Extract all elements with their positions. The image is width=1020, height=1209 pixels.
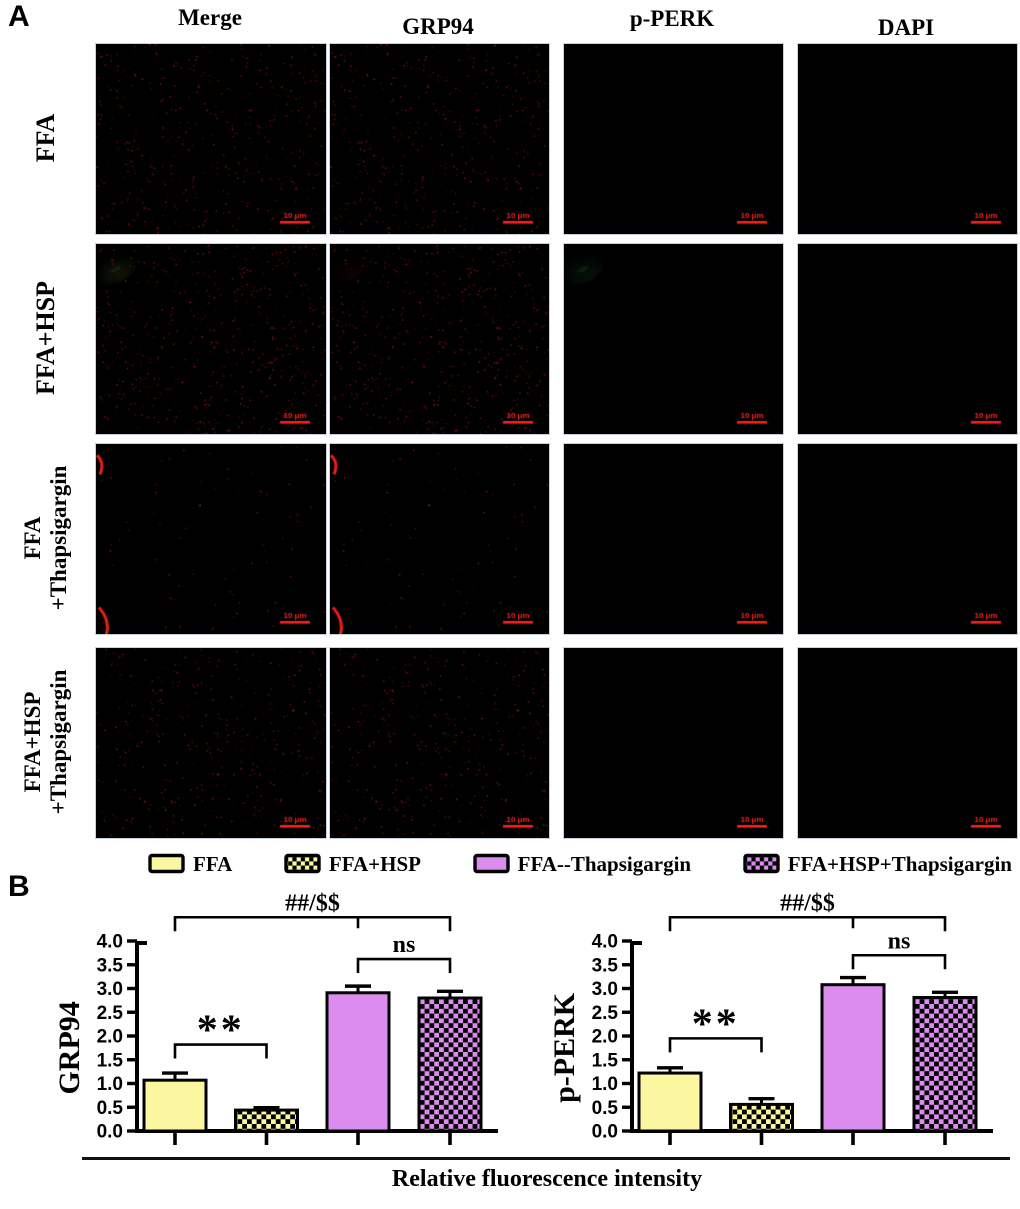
y-tick-label: 1.5	[97, 1050, 124, 1071]
x-axis-title: Relative fluorescence intensity	[391, 1166, 703, 1192]
row-label-ffa-hsp: FFA+HSP	[0, 243, 92, 433]
sig-bracket	[851, 953, 947, 970]
column-header-p-perk: p-PERK	[629, 6, 715, 31]
bar-FFA--Thapsigargin	[325, 991, 391, 1133]
row-label-ffa: FFA	[0, 43, 92, 233]
y-tick-label: 1.0	[592, 1074, 618, 1095]
legend-label: FFA	[193, 851, 233, 876]
legend-item-ffa: FFA	[148, 852, 232, 877]
micrograph-ffa-thaps-merge	[95, 443, 327, 635]
x-axis-rule	[82, 1157, 1010, 1160]
micrograph-ffa-hsp-p-perk	[563, 243, 784, 435]
legend-item-ffa-thapsigargin: FFA--Thapsigargin	[472, 851, 692, 877]
micrograph-ffa-hsp-thaps-grp94	[329, 647, 550, 839]
legend-swatch-ffa-thapsigargin	[472, 853, 510, 874]
y-tick-label: 3.5	[592, 955, 619, 976]
y-axis-title: GRP94	[53, 1001, 86, 1094]
sig-label: ns	[393, 932, 416, 958]
row-label-text: FFA	[31, 113, 60, 163]
y-tick-label: 0.0	[97, 1122, 123, 1143]
y-tick-label: 4.0	[592, 932, 618, 953]
micrograph-ffa-hsp-thaps-merge	[95, 647, 327, 839]
row-label-ffa-hsp-thapsigargin: FFA+HSP +Thapsigargin	[0, 647, 92, 837]
sig-bracket	[173, 1043, 268, 1059]
micrograph-ffa-thaps-grp94	[329, 443, 550, 635]
sig-label: ns	[888, 928, 911, 954]
sig-bracket	[356, 957, 452, 974]
legend-item-ffa-hsp-thapsigargin: FFA+HSP+Thapsigargin	[743, 852, 1012, 877]
bar-FFA--Thapsigargin	[820, 983, 886, 1133]
legend-swatch-rect	[472, 853, 510, 874]
y-tick-label: 3.0	[97, 979, 123, 1000]
legend-label: FFA+HSP	[328, 851, 421, 876]
sig-label: ##/$$	[780, 890, 835, 916]
y-tick-label: 0.5	[97, 1098, 124, 1119]
y-axis-title: p-PERK	[548, 992, 581, 1103]
y-tick-label: 2.0	[592, 1027, 618, 1048]
row-label-text: FFA+HSP	[31, 281, 60, 395]
micrograph-ffa-thaps-dapi	[797, 443, 1018, 635]
bar-FFA+HSP	[729, 1102, 794, 1133]
y-tick-label: 2.5	[592, 1003, 619, 1024]
bar-FFA+HSP	[234, 1108, 299, 1133]
sig-label: **	[692, 1001, 740, 1047]
legend-swatch-rect	[743, 853, 780, 874]
micrograph-ffa-hsp-thaps-dapi	[797, 647, 1018, 839]
row-label-ffa-thapsigargin: FFA +Thapsigargin	[0, 443, 92, 633]
bar-FFA+HSP+Thapsigargin	[912, 996, 978, 1133]
y-tick-label: 4.0	[97, 932, 123, 953]
micrograph-ffa-thaps-p-perk	[563, 443, 784, 635]
legend-label: FFA--Thapsigargin	[517, 851, 692, 876]
legend-label: FFA+HSP+Thapsigargin	[787, 851, 1012, 876]
micrograph-ffa-hsp-merge	[95, 243, 327, 435]
legend-item-ffa-hsp: FFA+HSP	[284, 852, 421, 877]
row-label-text: +Thapsigargin	[46, 465, 71, 611]
y-tick-label: 3.5	[97, 955, 124, 976]
legend-swatch-ffa-hsp-thapsigargin	[743, 853, 780, 874]
micrograph-ffa-p-perk	[563, 43, 784, 235]
row-label-text: FFA+HSP	[20, 691, 45, 793]
sig-bracket	[668, 915, 947, 932]
bar-FFA	[142, 1078, 208, 1133]
legend-swatch-ffa	[148, 853, 185, 874]
grp94-bar-chart: 0.0 0.5 1.0 1.52.0 2.5 3.0 3.54.0 GRP94 ** ns ##/$…	[53, 890, 498, 1145]
y-tick-label: 2.5	[97, 1003, 124, 1024]
micrograph-ffa-hsp-dapi	[797, 243, 1018, 435]
panel-b-label: B	[8, 870, 30, 903]
y-tick-label: 1.0	[97, 1074, 123, 1095]
row-label-text: FFA	[20, 516, 45, 560]
sig-bracket	[668, 1037, 763, 1053]
legend-swatch-rect	[148, 853, 185, 874]
p-perk-bar-chart: 0.0 0.5 1.0 1.52.0 2.5 3.0 3.54.0 p-PERK ** ns ##/…	[548, 890, 993, 1145]
bar-FFA	[637, 1071, 703, 1133]
y-tick-label: 0.5	[592, 1098, 619, 1119]
micrograph-ffa-grp94	[329, 43, 550, 235]
column-header-merge: Merge	[178, 5, 242, 30]
sig-bracket	[173, 915, 452, 932]
legend-swatch-rect	[284, 853, 321, 874]
column-header-grp94: GRP94	[402, 14, 474, 39]
micrograph-ffa-hsp-thaps-p-perk	[563, 647, 784, 839]
micrograph-ffa-hsp-grp94	[329, 243, 550, 435]
row-label-text: +Thapsigargin	[46, 669, 71, 815]
chart-legend: FFA FFA+HSP FFA--Thapsigargin FFA+HSP+Th…	[148, 848, 1012, 880]
y-tick-label: 0.0	[592, 1122, 618, 1143]
bar-FFA+HSP+Thapsigargin	[417, 996, 483, 1133]
micrograph-ffa-dapi	[797, 43, 1018, 235]
micrograph-ffa-merge	[95, 43, 327, 235]
column-header-dapi: DAPI	[877, 15, 935, 40]
y-tick-label: 3.0	[592, 979, 618, 1000]
panel-a-label: A	[8, 0, 30, 33]
legend-swatch-ffa-hsp	[284, 853, 321, 874]
y-tick-label: 1.5	[592, 1050, 619, 1071]
sig-label: ##/$$	[285, 890, 340, 916]
y-tick-label: 2.0	[97, 1027, 123, 1048]
sig-label: **	[197, 1008, 245, 1054]
